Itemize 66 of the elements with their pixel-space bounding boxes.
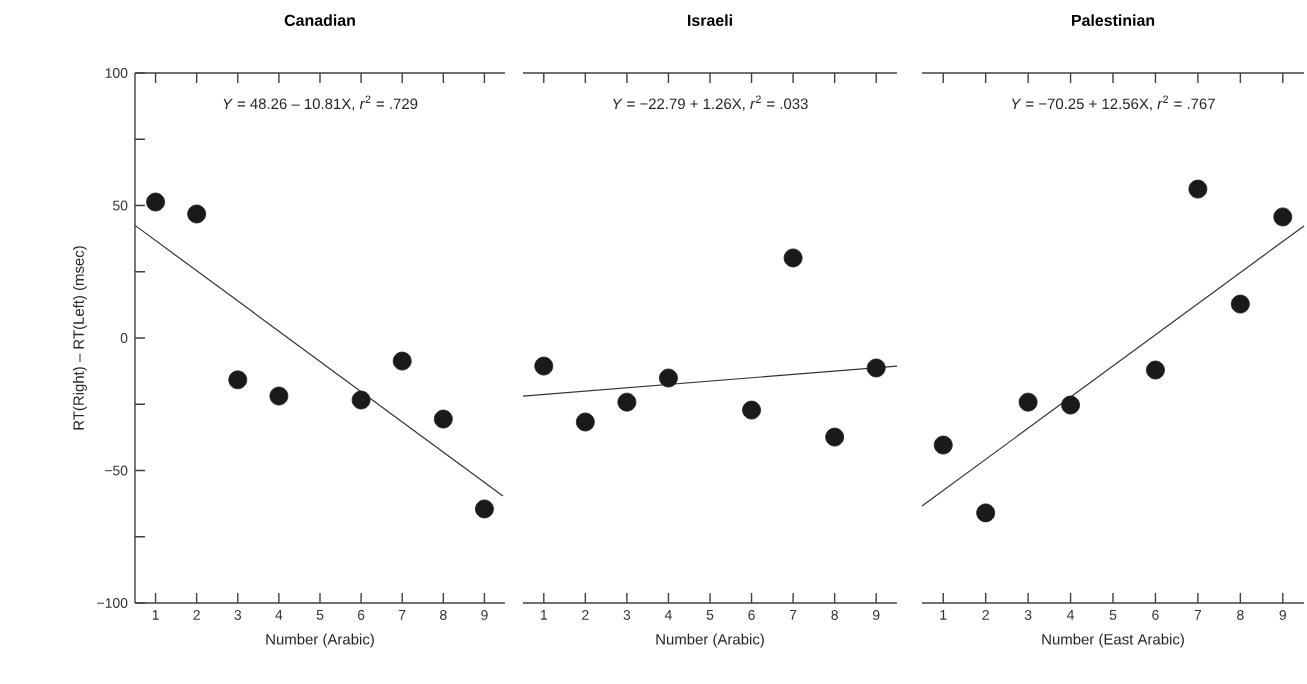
point bbox=[534, 356, 554, 376]
x-tick-label: 4 bbox=[275, 610, 283, 620]
point bbox=[269, 386, 289, 406]
point bbox=[575, 412, 595, 432]
y-tick-label: 50 bbox=[113, 200, 128, 211]
x-tick-label: 6 bbox=[1152, 610, 1159, 620]
point bbox=[351, 390, 371, 410]
point bbox=[976, 503, 996, 523]
x-tick-label: 2 bbox=[582, 610, 589, 620]
x-tick-label: 1 bbox=[540, 610, 547, 620]
point bbox=[783, 248, 803, 268]
x-tick-label: 8 bbox=[440, 610, 447, 620]
x-tick-label: 9 bbox=[481, 610, 488, 620]
x-tick-label: 3 bbox=[1024, 610, 1032, 620]
point bbox=[187, 204, 207, 224]
point bbox=[933, 435, 953, 455]
x-tick-label: 8 bbox=[831, 610, 838, 620]
chart-title: Israeli bbox=[688, 14, 732, 26]
point bbox=[392, 351, 412, 371]
point bbox=[617, 392, 637, 412]
y-tick-label: 100 bbox=[105, 68, 128, 78]
x-tick-label: 8 bbox=[1237, 610, 1244, 620]
x-tick-label: 2 bbox=[193, 610, 200, 620]
x-tick-label: 7 bbox=[789, 610, 797, 620]
x-tick-label: 9 bbox=[1279, 610, 1286, 620]
x-tick-label: 3 bbox=[623, 610, 631, 620]
chart-title: Canadian bbox=[284, 14, 355, 26]
x-tick-label: 1 bbox=[152, 610, 159, 620]
x-tick-label: 7 bbox=[399, 610, 406, 620]
x-tick-label: 6 bbox=[357, 610, 365, 620]
point bbox=[1273, 207, 1293, 227]
x-axis-title: Number (Arabic) bbox=[266, 633, 374, 648]
point bbox=[866, 358, 886, 378]
point bbox=[228, 370, 248, 390]
x-tick-label: 4 bbox=[1067, 610, 1075, 620]
x-tick-label: 9 bbox=[872, 610, 880, 620]
point bbox=[659, 368, 678, 388]
point bbox=[1018, 392, 1038, 412]
chart-title: Palestinian bbox=[1071, 14, 1155, 26]
x-tick-label: 6 bbox=[748, 610, 755, 620]
x-tick-label: 5 bbox=[706, 610, 714, 620]
y-tick-label: −100 bbox=[97, 598, 128, 608]
point bbox=[475, 499, 494, 519]
x-tick-label: 5 bbox=[316, 610, 324, 620]
x-tick-label: 4 bbox=[664, 610, 672, 620]
x-axis-title: Number (Arabic) bbox=[656, 633, 764, 648]
y-axis-title: RT(Right) – RT(Left) (msec) bbox=[72, 246, 87, 430]
point bbox=[825, 427, 845, 447]
x-tick-label: 2 bbox=[982, 610, 989, 620]
point bbox=[742, 400, 761, 420]
y-tick-label: −50 bbox=[104, 465, 128, 476]
annotation: Y = −22.79 + 1.26X, r$^{2}$ = .033 bbox=[613, 95, 808, 111]
annotation: Y = −70.25 + 12.56X, r$^{2}$ = .767 bbox=[1012, 95, 1215, 111]
y-tick-label: 0 bbox=[120, 333, 128, 343]
x-tick-label: 7 bbox=[1194, 610, 1202, 620]
point bbox=[1230, 294, 1250, 314]
point bbox=[433, 409, 453, 429]
point bbox=[146, 192, 165, 212]
x-tick-label: 5 bbox=[1109, 610, 1117, 620]
x-axis-title: Number (East Arabic) bbox=[1042, 633, 1184, 648]
point bbox=[1061, 395, 1080, 415]
point bbox=[1188, 179, 1208, 199]
x-tick-label: 1 bbox=[940, 610, 947, 620]
x-tick-label: 3 bbox=[234, 610, 242, 620]
annotation: Y = 48.26 – 10.81X, r$^{2}$ = .729 bbox=[223, 95, 418, 111]
point bbox=[1146, 360, 1165, 380]
